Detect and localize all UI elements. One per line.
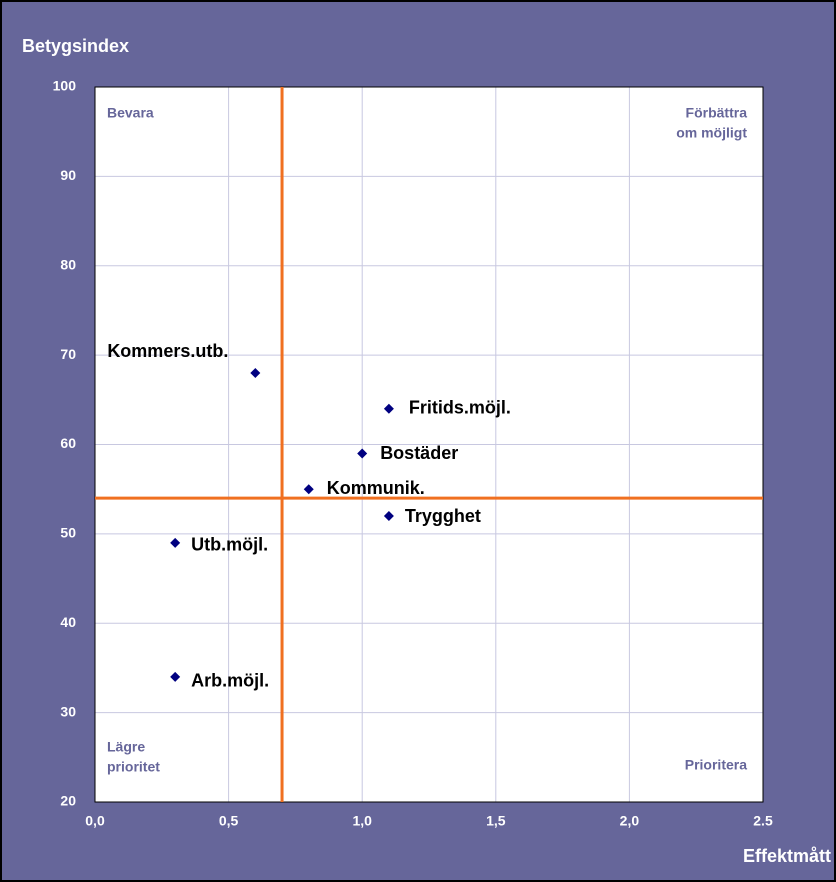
x-tick-label: 1,5 [486, 813, 506, 829]
point [170, 537, 181, 548]
y-tick-label: 50 [60, 525, 76, 541]
y-tick-label: 40 [60, 614, 76, 630]
point [383, 511, 394, 521]
x-tick-label: 0,0 [85, 813, 105, 829]
y-tick-label: 90 [60, 167, 76, 183]
point-label: Arb.möjl. [191, 671, 269, 691]
y-tick-label: 70 [60, 346, 76, 362]
y-axis-title: Betygsindex [22, 36, 129, 56]
point-label: Utb.möjl. [191, 535, 268, 555]
quadrant-label: Prioritera [685, 757, 747, 773]
quadrant-label: om möjligt [676, 125, 747, 141]
point [170, 671, 181, 682]
y-tick-label: 20 [60, 793, 76, 809]
x-tick-label: 0,5 [219, 813, 239, 829]
quadrant-label: Bevara [107, 105, 154, 121]
point-label: Kommers.utb. [107, 341, 228, 361]
x-tick-label: 2.5 [753, 813, 773, 829]
y-tick-label: 60 [60, 435, 76, 451]
point [303, 484, 314, 495]
point [357, 448, 368, 459]
x-tick-label: 2,0 [620, 813, 640, 829]
quadrant-label: Lägre [107, 739, 145, 755]
y-tick-label: 30 [60, 703, 76, 719]
quadrant-label: Förbättra [686, 105, 748, 121]
point-label: Trygghet [405, 506, 481, 526]
y-tick-label: 80 [60, 256, 76, 272]
point-label: Bostäder [380, 443, 458, 463]
point-label: Kommunik. [327, 478, 425, 498]
point [383, 403, 394, 414]
plot-border [94, 86, 764, 803]
point [250, 368, 261, 378]
x-axis-title: Effektmått [743, 846, 831, 866]
x-tick-label: 1,0 [352, 813, 372, 829]
point-label: Fritids.möjl. [409, 398, 511, 418]
quadrant-label: prioritet [107, 759, 160, 775]
y-tick-label: 100 [53, 78, 77, 94]
